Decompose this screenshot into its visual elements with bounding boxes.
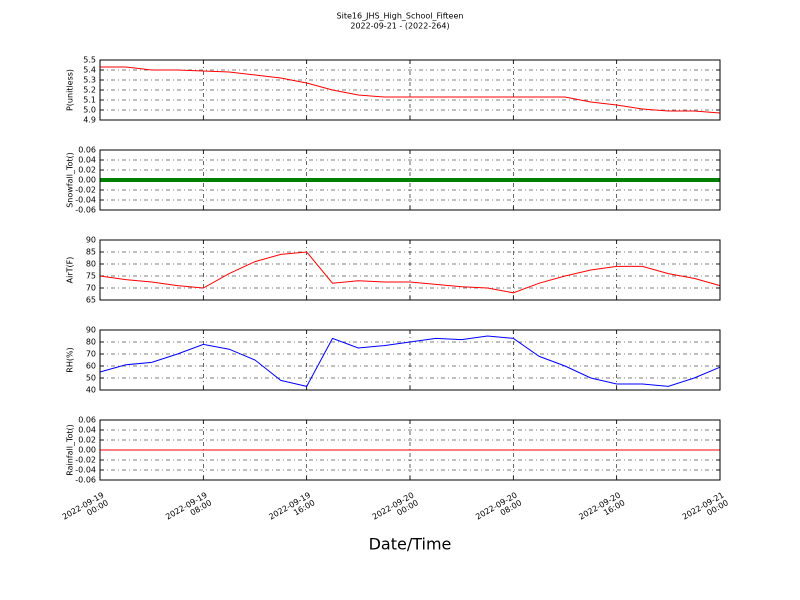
figure-title: Site16_JHS_High_School_Fifteen [337,12,464,21]
y-tick-label: 80 [86,260,96,269]
y-tick-label: 90 [86,236,96,245]
y-axis-label: P(unitless) [66,69,75,111]
data-line [99,251,721,294]
axes-frame [99,329,721,391]
y-tick-label: 5.3 [83,76,96,85]
y-tick-label: 80 [86,338,96,347]
x-tick-label: 2022-09-2008:00 [474,490,523,529]
axes-frame [99,239,721,301]
y-tick-label: -0.02 [75,456,96,465]
y-tick-label: 0.06 [78,146,96,155]
y-axis-label: Snowfall_Tot() [66,152,75,208]
x-tick-label: 2022-09-2100:00 [680,490,729,529]
y-tick-label: -0.04 [75,196,96,205]
y-tick-label: 90 [86,326,96,335]
figure-subtitle: 2022-09-21 - (2022-264) [350,22,449,31]
axes-frame [99,59,721,121]
y-tick-label: 70 [86,284,96,293]
y-tick-label: -0.06 [75,206,96,215]
y-tick-label: 5.2 [83,86,96,95]
y-tick-label: 65 [86,296,96,305]
y-tick-label: -0.04 [75,466,96,475]
y-tick-label: 5.4 [83,66,96,75]
y-axis-label: Rainfall_Tot() [66,424,75,476]
y-tick-label: 60 [86,362,96,371]
x-tick-label: 2022-09-2016:00 [577,490,626,529]
y-tick-label: 5.1 [83,96,96,105]
x-tick-label: 2022-09-2000:00 [370,490,419,529]
y-tick-label: 0.02 [78,166,96,175]
x-tick-label: 2022-09-1900:00 [60,490,109,529]
y-tick-label: 0.00 [78,446,96,455]
y-tick-label: 40 [86,386,96,395]
axes-frame [99,419,721,481]
y-tick-label: 70 [86,350,96,359]
y-tick-label: 0.00 [78,176,96,185]
y-axis-label: RH(%) [66,347,75,372]
y-axis-label: AirT(F) [66,257,75,284]
x-axis-label: Date/Time [369,535,452,554]
y-tick-label: -0.06 [75,476,96,485]
axes-frame [99,149,721,211]
y-tick-label: 5.5 [83,56,96,65]
y-tick-label: 5.0 [83,106,96,115]
y-tick-label: 0.02 [78,436,96,445]
y-tick-label: 75 [86,272,96,281]
y-tick-label: 4.9 [83,116,96,125]
y-tick-label: 0.04 [78,156,96,165]
data-line [99,335,721,387]
data-line [100,66,721,114]
y-tick-label: 0.06 [78,416,96,425]
y-tick-label: -0.02 [75,186,96,195]
x-tick-label: 2022-09-1916:00 [267,490,316,529]
y-tick-label: 50 [86,374,96,383]
y-tick-label: 85 [86,248,96,257]
x-tick-label: 2022-09-1908:00 [164,490,213,529]
y-tick-label: 0.04 [78,426,96,435]
